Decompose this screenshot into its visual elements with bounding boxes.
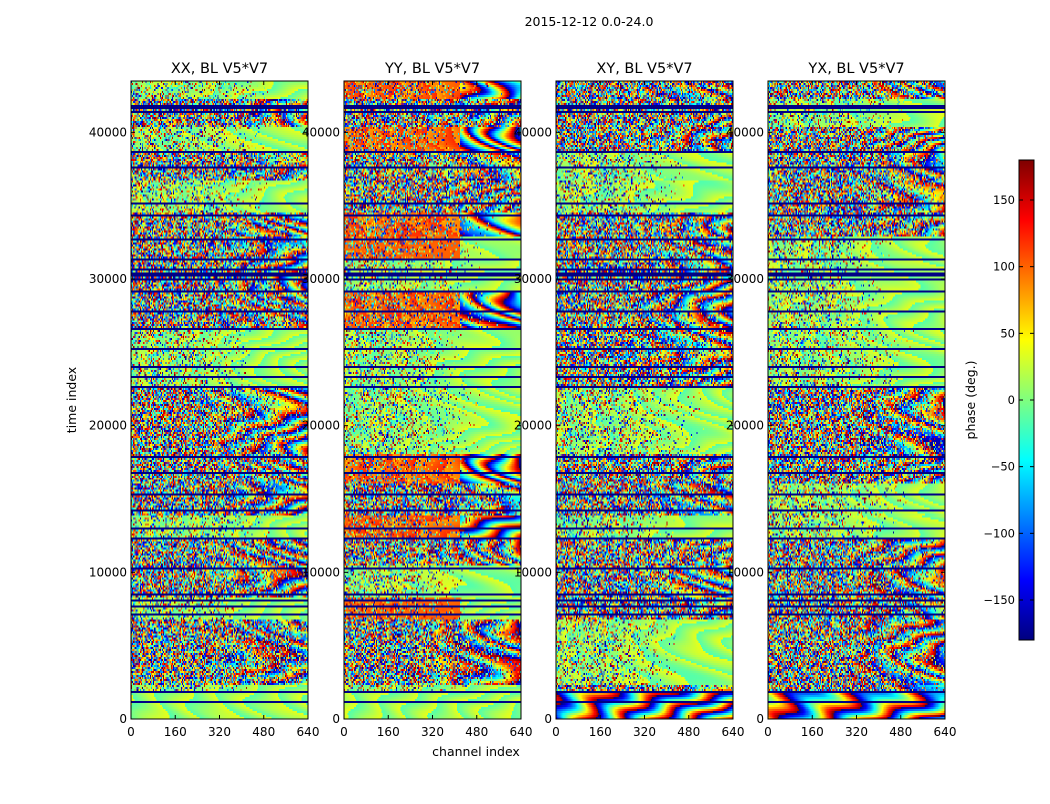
x-tick-label: 480 <box>889 725 912 739</box>
colorbar-tick-label: −100 <box>983 526 1015 540</box>
y-tick-label: 20000 <box>726 419 764 433</box>
x-tick-label: 0 <box>340 725 348 739</box>
colorbar-tick-label: 150 <box>993 193 1015 207</box>
y-tick-label: 20000 <box>302 419 340 433</box>
x-tick-label: 480 <box>677 725 700 739</box>
panel-1: XX, BL V5*V7 0 160 320 480 640 0 10000 20000 3000… <box>89 61 320 739</box>
panel-title-1: XX, BL V5*V7 <box>171 61 268 77</box>
panel-title-2: YY, BL V5*V7 <box>384 61 480 77</box>
x-tick-label: 640 <box>934 725 957 739</box>
y-tick-label: 10000 <box>726 565 764 579</box>
y-tick-label: 10000 <box>514 565 552 579</box>
y-tick-label: 30000 <box>302 272 340 286</box>
colorbar-tick-label: −150 <box>983 593 1015 607</box>
panels-group: XX, BL V5*V7 0 160 320 480 640 0 10000 20000 3000… <box>89 61 957 739</box>
y-tick-label: 0 <box>544 712 552 726</box>
figure-title: 2015-12-12 0.0-24.0 <box>525 14 654 29</box>
x-tick-label: 640 <box>510 725 533 739</box>
y-tick-label: 20000 <box>89 419 127 433</box>
x-tick-label: 0 <box>127 725 135 739</box>
colorbar-label: phase (deg.) <box>963 361 978 440</box>
x-tick-label: 160 <box>589 725 612 739</box>
y-tick-label: 40000 <box>514 125 552 139</box>
y-tick-label: 10000 <box>302 565 340 579</box>
x-tick-label: 320 <box>845 725 868 739</box>
colorbar: −150 −100 −50 0 50 100 150 <box>983 159 1035 641</box>
y-tick-label: 40000 <box>726 125 764 139</box>
y-tick-label: 0 <box>756 712 764 726</box>
colorbar-tick-label: −50 <box>991 460 1015 474</box>
x-tick-label: 0 <box>764 725 772 739</box>
y-tick-label: 40000 <box>89 125 127 139</box>
panel-3: XY, BL V5*V7 0 160 320 480 640 0 10000 20000 3000… <box>514 61 745 739</box>
panel-title-4: YX, BL V5*V7 <box>807 61 904 77</box>
y-tick-label: 0 <box>119 712 127 726</box>
x-tick-label: 0 <box>552 725 560 739</box>
x-tick-label: 320 <box>633 725 656 739</box>
x-tick-label: 160 <box>801 725 824 739</box>
y-tick-label: 40000 <box>302 125 340 139</box>
y-axis-label: time index <box>64 367 79 433</box>
y-tick-label: 10000 <box>89 565 127 579</box>
x-tick-label: 320 <box>208 725 231 739</box>
y-tick-label: 30000 <box>89 272 127 286</box>
phase-heatmap-3 <box>556 81 733 719</box>
x-tick-label: 640 <box>297 725 320 739</box>
colorbar-tick-label: 100 <box>993 260 1015 274</box>
colorbar-tick-label: 50 <box>1000 326 1015 340</box>
panel-title-3: XY, BL V5*V7 <box>596 61 692 77</box>
x-tick-label: 480 <box>465 725 488 739</box>
phase-heatmap-1 <box>131 81 308 719</box>
x-tick-label: 320 <box>421 725 444 739</box>
y-tick-label: 0 <box>332 712 340 726</box>
panel-2: YY, BL V5*V7 0 160 320 480 640 0 10000 20000 3000… <box>302 61 533 739</box>
x-axis-label: channel index <box>432 744 520 759</box>
x-tick-label: 160 <box>164 725 187 739</box>
phase-heatmap-2 <box>344 81 521 719</box>
x-tick-label: 640 <box>722 725 745 739</box>
x-tick-label: 160 <box>377 725 400 739</box>
y-tick-label: 30000 <box>514 272 552 286</box>
panel-4: YX, BL V5*V7 0 160 320 480 640 0 10000 20000 3000… <box>726 61 957 739</box>
y-tick-label: 30000 <box>726 272 764 286</box>
y-tick-label: 20000 <box>514 419 552 433</box>
colorbar-tick-label: 0 <box>1008 393 1015 407</box>
x-tick-label: 480 <box>252 725 275 739</box>
phase-heatmap-4 <box>768 81 945 719</box>
